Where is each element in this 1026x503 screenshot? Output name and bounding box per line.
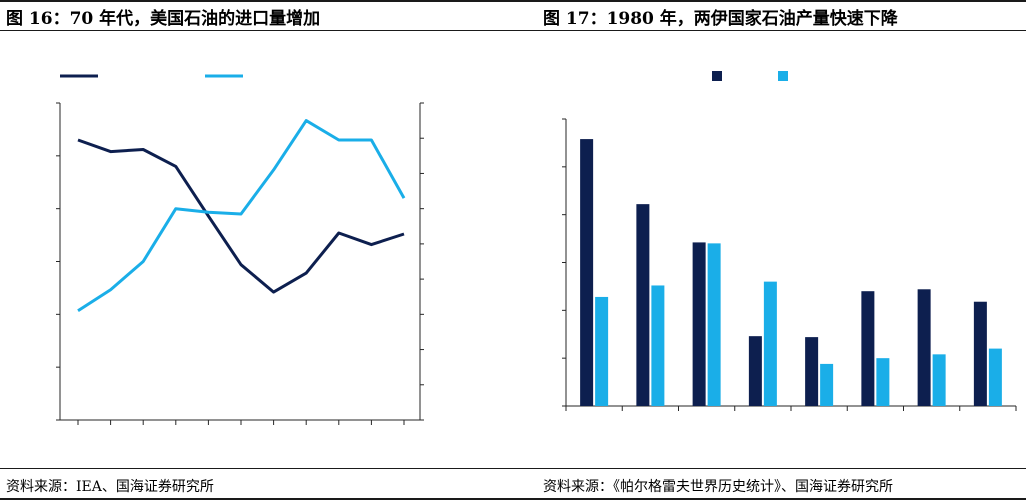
bar-iran	[973, 301, 987, 406]
right-bar-chart	[562, 71, 1017, 411]
bar-iraq	[820, 363, 834, 406]
bar-iraq	[988, 348, 1002, 406]
bar-iraq	[595, 296, 609, 406]
bar-iran	[748, 336, 762, 406]
bar-iraq	[651, 285, 665, 406]
right-figure-title: 图 17：1980 年，两伊国家石油产量快速下降	[543, 9, 898, 29]
right-axes	[562, 118, 1017, 411]
bar-iraq	[876, 358, 890, 406]
bar-iraq	[763, 281, 777, 406]
left-figure-title: 图 16：70 年代，美国石油的进口量增加	[6, 9, 321, 29]
bottom-rule	[0, 468, 1026, 469]
title-rule	[0, 30, 1026, 31]
series-line-1	[77, 138, 405, 294]
bar-iraq	[932, 354, 946, 406]
right-legend	[712, 71, 788, 81]
bar-iran	[580, 139, 594, 406]
top-rule	[0, 0, 1026, 2]
left-axes	[56, 102, 424, 425]
bar-iran	[692, 242, 706, 406]
footer-rule	[0, 498, 1026, 500]
bar-iraq	[707, 243, 721, 406]
legend-swatch-2	[778, 71, 788, 81]
left-line-chart	[56, 74, 424, 425]
legend-swatch-1	[712, 71, 722, 81]
bar-iran	[636, 204, 650, 406]
bar-iran	[805, 337, 819, 406]
series-line-2	[77, 119, 406, 313]
right-source-note: 资料来源：《帕尔格雷夫世界历史统计》、国海证券研究所	[543, 479, 893, 495]
bar-iran	[917, 289, 931, 406]
left-series-lines	[77, 119, 406, 313]
bar-iran	[861, 291, 875, 406]
left-source-note: 资料来源：IEA、国海证券研究所	[6, 479, 214, 495]
right-bars	[580, 139, 1002, 406]
